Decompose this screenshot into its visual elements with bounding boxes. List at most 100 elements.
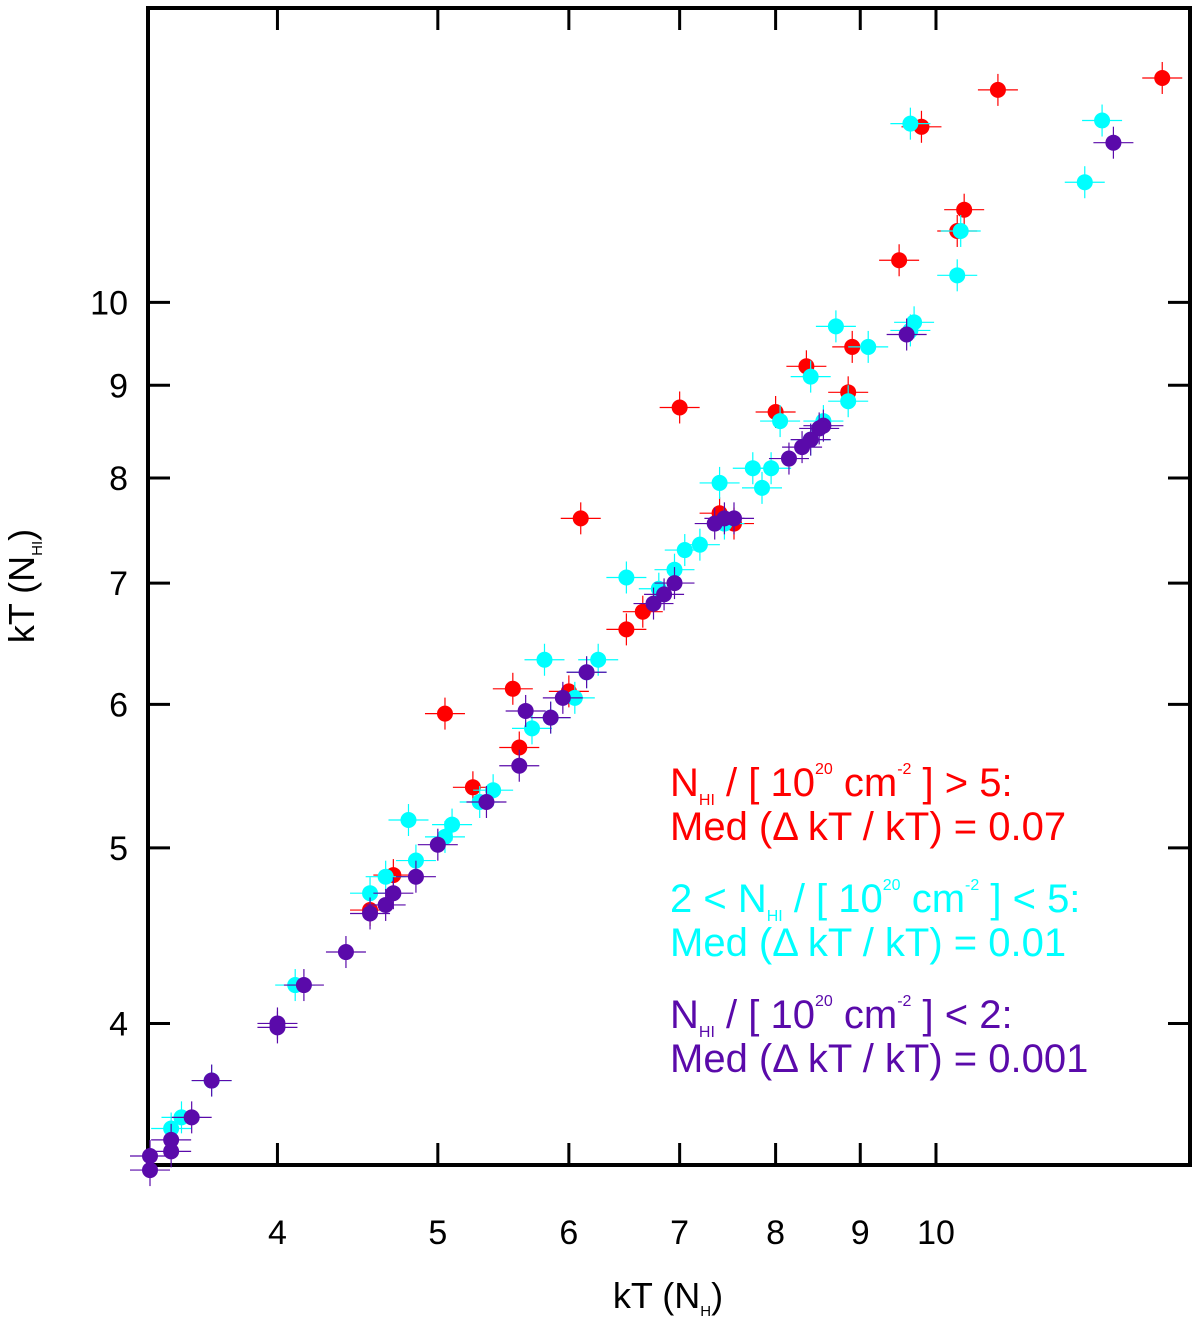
axis-ticks [150, 10, 1188, 1163]
marker [590, 651, 607, 668]
marker [952, 222, 969, 239]
point-purple-10 [654, 567, 695, 600]
marker [1094, 112, 1111, 129]
point-purple-12 [633, 587, 674, 620]
marker [511, 739, 528, 756]
point-purple-15 [530, 701, 571, 734]
point-red-5 [879, 244, 920, 277]
point-cyan-20 [664, 534, 705, 567]
point-cyan-26 [524, 643, 565, 676]
point-cyan-34 [395, 844, 436, 877]
point-cyan-0 [1082, 104, 1123, 137]
point-red-13 [560, 502, 601, 535]
point-cyan-8 [815, 310, 856, 343]
point-purple-33 [130, 1154, 170, 1187]
marker [377, 868, 394, 885]
point-purple-17 [499, 749, 540, 782]
marker [666, 575, 683, 592]
marker [656, 586, 673, 603]
x-tick-label-2: 6 [559, 1214, 578, 1252]
point-purple-18 [466, 785, 507, 818]
marker [794, 439, 811, 456]
marker [572, 510, 589, 527]
marker [891, 252, 908, 269]
point-cyan-4 [937, 259, 978, 292]
marker [802, 368, 819, 385]
x-tick-label-3: 7 [670, 1214, 689, 1252]
marker [485, 782, 502, 799]
point-purple-25 [283, 969, 324, 1002]
marker [203, 1072, 220, 1089]
legend-condition-purple: NHI / [ 1020 cm-2 ] < 2: [670, 993, 1013, 1041]
marker [744, 460, 761, 477]
marker [464, 779, 481, 796]
marker [780, 450, 797, 467]
x-tick-label-1: 5 [428, 1214, 447, 1252]
marker [362, 885, 379, 902]
point-purple-6 [768, 442, 809, 475]
point-cyan-16 [742, 471, 783, 504]
marker [269, 1019, 286, 1036]
marker [385, 885, 402, 902]
point-cyan-7 [848, 330, 889, 363]
y-tick-label-3: 7 [109, 565, 128, 603]
series-purple [130, 126, 1134, 1187]
marker [898, 326, 915, 343]
legend-condition-cyan: 2 < NHI / [ 1020 cm-2 ] < 5: [670, 877, 1080, 925]
point-red-17 [492, 672, 533, 705]
marker [407, 852, 424, 869]
marker [295, 977, 312, 994]
point-purple-23 [350, 897, 391, 930]
point-purple-31 [151, 1135, 192, 1168]
point-cyan-10 [828, 385, 869, 418]
y-tick-label-6: 10 [90, 284, 128, 322]
point-cyan-9 [790, 360, 831, 393]
marker [444, 816, 461, 833]
marker [400, 812, 417, 829]
legend-median-purple: Med (Δ kT / kT) = 0.001 [670, 1037, 1088, 1081]
marker [504, 680, 521, 697]
marker [1076, 174, 1093, 191]
marker [956, 201, 973, 218]
x-tick-label-5: 9 [851, 1214, 870, 1252]
marker [407, 868, 424, 885]
marker [542, 709, 559, 726]
x-tick-label-0: 4 [268, 1214, 287, 1252]
y-tick-label-4: 8 [109, 460, 128, 498]
marker [1154, 69, 1171, 86]
marker [902, 115, 919, 132]
point-red-1 [977, 73, 1018, 106]
marker [1105, 134, 1122, 151]
point-purple-22 [365, 888, 406, 921]
point-red-14 [606, 613, 647, 646]
marker [337, 944, 354, 961]
marker [163, 1143, 180, 1160]
point-cyan-2 [890, 107, 931, 140]
point-purple-0 [1093, 126, 1134, 159]
y-tick-label-2: 6 [109, 686, 128, 724]
marker [183, 1109, 200, 1126]
y-tick-label-0: 4 [109, 1005, 128, 1043]
marker [142, 1162, 158, 1179]
marker [772, 413, 789, 430]
point-purple-29 [171, 1101, 212, 1134]
x-axis-title: kT (NH) [613, 1275, 723, 1320]
marker [578, 664, 595, 681]
legend: NHI / [ 1020 cm-2 ] > 5:Med (Δ kT / kT) … [670, 761, 1088, 1081]
marker [840, 393, 857, 410]
y-tick-label-5: 9 [109, 367, 128, 405]
point-cyan-24 [578, 643, 619, 676]
point-purple-24 [325, 936, 366, 969]
marker [645, 595, 662, 612]
point-purple-16 [505, 694, 546, 727]
point-purple-14 [542, 681, 583, 714]
point-purple-20 [395, 860, 436, 893]
marker [676, 542, 693, 559]
marker [478, 793, 495, 810]
marker [711, 474, 728, 491]
marker [860, 338, 877, 355]
legend-median-red: Med (Δ kT / kT) = 0.07 [670, 805, 1066, 849]
marker [536, 651, 553, 668]
point-purple-19 [417, 828, 458, 861]
